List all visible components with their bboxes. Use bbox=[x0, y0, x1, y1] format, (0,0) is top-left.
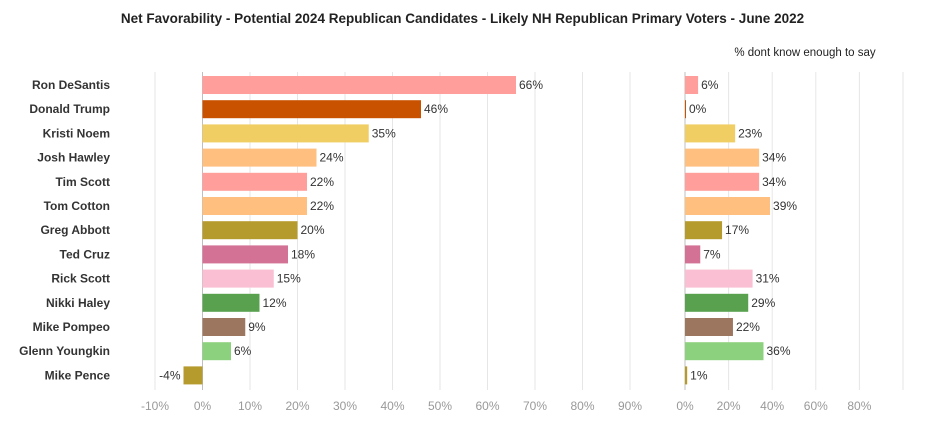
left-bar bbox=[202, 293, 260, 312]
candidate-label: Ted Cruz bbox=[60, 247, 110, 261]
right-bar-label: 36% bbox=[766, 344, 790, 358]
right-tick-label: 40% bbox=[760, 399, 784, 413]
right-tick-label: 60% bbox=[804, 399, 828, 413]
left-tick-label: 60% bbox=[475, 399, 499, 413]
left-bar-label: -4% bbox=[159, 368, 181, 382]
candidate-label: Ron DeSantis bbox=[32, 78, 110, 92]
left-bar bbox=[202, 245, 288, 264]
right-bar-label: 31% bbox=[756, 272, 780, 286]
candidate-label: Kristi Noem bbox=[43, 126, 110, 140]
right-bar bbox=[685, 318, 733, 336]
candidate-label: Rick Scott bbox=[51, 272, 110, 286]
right-bar bbox=[685, 269, 753, 288]
right-bar-label: 34% bbox=[762, 175, 786, 189]
left-bar bbox=[202, 318, 246, 336]
candidate-label: Nikki Haley bbox=[46, 296, 110, 310]
left-bar bbox=[202, 148, 317, 167]
right-bar bbox=[685, 197, 771, 215]
right-bar bbox=[685, 293, 749, 312]
left-tick-label: 50% bbox=[428, 399, 452, 413]
left-bar-label: 15% bbox=[277, 272, 301, 286]
left-bar bbox=[183, 366, 203, 385]
right-bar bbox=[685, 100, 686, 119]
left-tick-label: 20% bbox=[285, 399, 309, 413]
left-bar bbox=[202, 197, 307, 215]
left-bar bbox=[202, 100, 421, 119]
right-bar-label: 39% bbox=[773, 199, 797, 213]
left-bar-label: 9% bbox=[248, 320, 266, 334]
right-bar-label: 1% bbox=[690, 368, 708, 382]
right-bar-label: 23% bbox=[738, 126, 762, 140]
right-bar bbox=[685, 342, 764, 361]
candidate-label: Tom Cotton bbox=[44, 199, 110, 213]
right-axis-ticks: 0% 20% 40% 60% 80% bbox=[676, 399, 871, 413]
left-bar bbox=[202, 221, 298, 240]
left-bar-label: 18% bbox=[291, 247, 315, 261]
left-bar-label: 24% bbox=[320, 151, 344, 165]
candidate-label: Donald Trump bbox=[29, 102, 110, 116]
left-bar-label: 35% bbox=[372, 126, 396, 140]
right-panel-header: % dont know enough to say bbox=[734, 47, 876, 59]
left-bar-label: 46% bbox=[424, 102, 448, 116]
right-bar bbox=[685, 124, 736, 143]
right-bar-label: 0% bbox=[689, 102, 707, 116]
left-bar bbox=[202, 269, 274, 288]
candidate-label: Mike Pompeo bbox=[33, 320, 110, 334]
left-tick-label: 0% bbox=[194, 399, 212, 413]
candidate-label: Josh Hawley bbox=[37, 151, 110, 165]
right-bar bbox=[685, 148, 760, 167]
left-tick-label: 10% bbox=[238, 399, 262, 413]
right-bar-label: 6% bbox=[701, 78, 719, 92]
right-tick-label: 20% bbox=[717, 399, 741, 413]
right-bar bbox=[685, 76, 699, 94]
right-bar bbox=[685, 221, 723, 240]
left-bar bbox=[202, 172, 307, 191]
left-tick-label: 70% bbox=[523, 399, 547, 413]
left-tick-label: 40% bbox=[380, 399, 404, 413]
candidate-label: Greg Abbott bbox=[40, 223, 110, 237]
chart-title: Net Favorability - Potential 2024 Republ… bbox=[120, 11, 805, 26]
left-bars: 66% 46% 35% 24% 22% 22% 20% 18% 15% 12% 9% 6% -4% bbox=[159, 76, 543, 385]
candidate-label: Mike Pence bbox=[45, 368, 111, 382]
right-tick-label: 80% bbox=[847, 399, 871, 413]
left-bar-label: 66% bbox=[519, 78, 543, 92]
candidate-label: Glenn Youngkin bbox=[19, 344, 110, 358]
left-tick-label: -10% bbox=[141, 399, 169, 413]
left-bar bbox=[202, 124, 369, 143]
candidate-label: Tim Scott bbox=[56, 175, 110, 189]
left-bar-label: 12% bbox=[263, 296, 287, 310]
left-bar-label: 22% bbox=[310, 175, 334, 189]
left-bar bbox=[202, 342, 231, 361]
right-bar-label: 34% bbox=[762, 151, 786, 165]
right-bar-label: 17% bbox=[725, 223, 749, 237]
right-bar-label: 22% bbox=[736, 320, 760, 334]
right-bar-label: 7% bbox=[703, 247, 721, 261]
right-bar-label: 29% bbox=[751, 296, 775, 310]
candidate-labels: Ron DeSantis Donald Trump Kristi Noem Josh … bbox=[19, 78, 110, 382]
left-bar-label: 20% bbox=[301, 223, 325, 237]
right-bar bbox=[685, 245, 701, 264]
right-bars: 6%0%23%34%34%39%17%7%31%29%22%36%1% bbox=[685, 76, 797, 385]
right-bar bbox=[685, 172, 760, 191]
left-tick-label: 30% bbox=[333, 399, 357, 413]
left-bar bbox=[202, 76, 516, 94]
right-tick-label: 0% bbox=[676, 399, 694, 413]
left-axis-ticks: -10% 0% 10% 20% 30% 40% 50% 60% 70% 80% 90% bbox=[141, 399, 642, 413]
left-bar-label: 6% bbox=[234, 344, 252, 358]
left-tick-label: 90% bbox=[618, 399, 642, 413]
left-tick-label: 80% bbox=[570, 399, 594, 413]
right-bar bbox=[685, 366, 688, 385]
left-bar-label: 22% bbox=[310, 199, 334, 213]
